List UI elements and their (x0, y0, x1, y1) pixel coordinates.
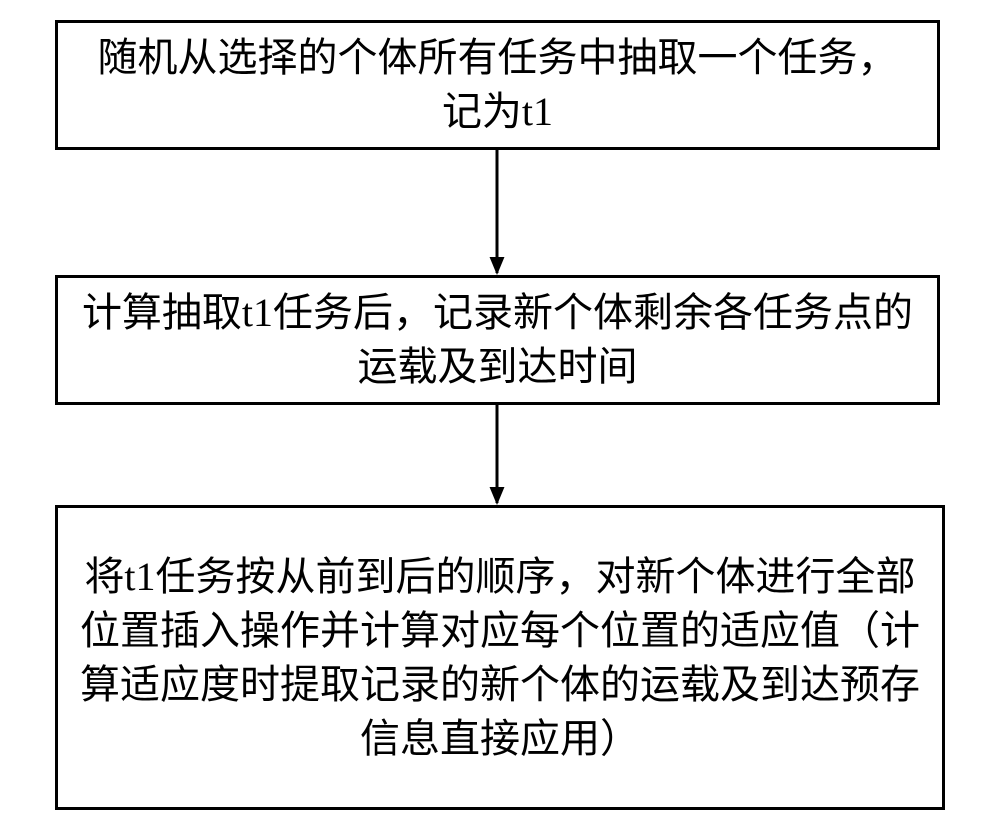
node-text: 计算抽取t1任务后，记录新个体剩余各任务点的运载及到达时间 (78, 286, 917, 394)
flowchart-node-n2: 计算抽取t1任务后，记录新个体剩余各任务点的运载及到达时间 (55, 275, 940, 405)
flowchart-node-n1: 随机从选择的个体所有任务中抽取一个任务，记为t1 (55, 20, 940, 150)
node-text: 随机从选择的个体所有任务中抽取一个任务，记为t1 (78, 31, 917, 139)
node-text: 将t1任务按从前到后的顺序，对新个体进行全部位置插入操作并计算对应每个位置的适应… (78, 550, 922, 766)
flowchart-canvas: 随机从选择的个体所有任务中抽取一个任务，记为t1 计算抽取t1任务后，记录新个体剩… (0, 0, 1000, 830)
flowchart-node-n3: 将t1任务按从前到后的顺序，对新个体进行全部位置插入操作并计算对应每个位置的适应… (55, 505, 945, 810)
